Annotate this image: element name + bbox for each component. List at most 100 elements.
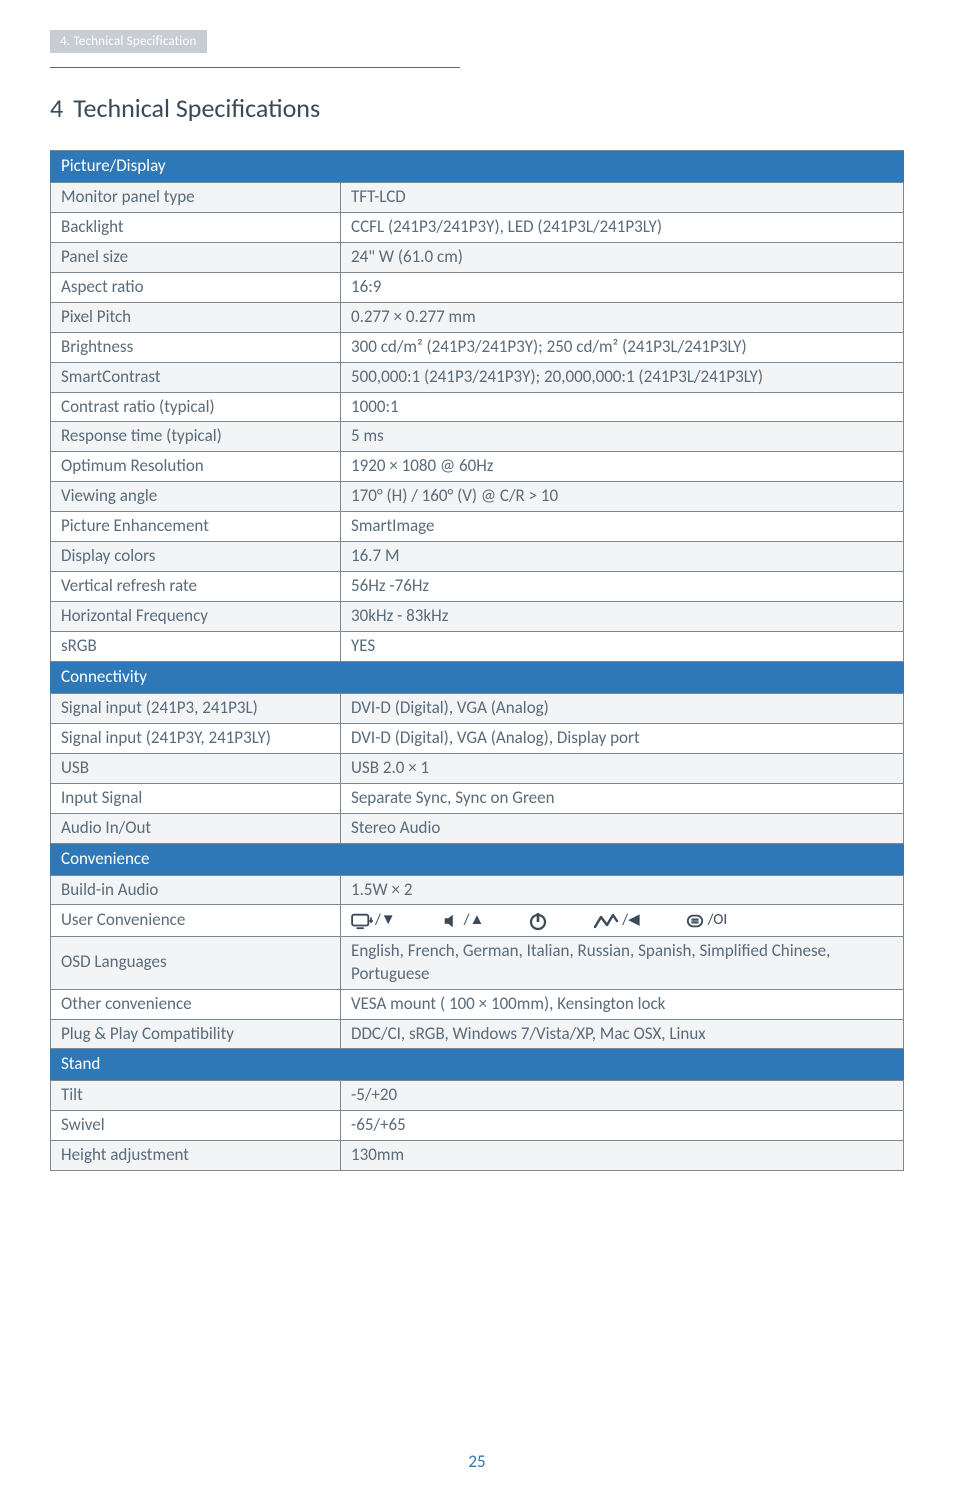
spec-value: /▼/▲/◀/OI	[341, 905, 904, 936]
table-row: User Convenience/▼/▲/◀/OI	[51, 905, 904, 936]
spec-label: Panel size	[51, 242, 341, 272]
spec-value: SmartImage	[341, 512, 904, 542]
spec-label: Brightness	[51, 332, 341, 362]
table-row: OSD LanguagesEnglish, French, German, It…	[51, 936, 904, 989]
table-row: Plug & Play CompatibilityDDC/CI, sRGB, W…	[51, 1019, 904, 1049]
sensor-icon-group: /◀	[592, 910, 639, 930]
table-row: BacklightCCFL (241P3/241P3Y), LED (241P3…	[51, 212, 904, 242]
section-header: Convenience	[51, 843, 904, 875]
spec-label: Swivel	[51, 1111, 341, 1141]
spec-value: 16:9	[341, 272, 904, 302]
spec-value: 1920 × 1080 @ 60Hz	[341, 452, 904, 482]
spec-label: Build-in Audio	[51, 875, 341, 905]
menu-icon	[684, 912, 706, 930]
spec-value: DDC/CI, sRGB, Windows 7/Vista/XP, Mac OS…	[341, 1019, 904, 1049]
spec-label: Plug & Play Compatibility	[51, 1019, 341, 1049]
spec-label: SmartContrast	[51, 362, 341, 392]
table-row: Aspect ratio16:9	[51, 272, 904, 302]
table-row: Signal input (241P3, 241P3L)DVI-D (Digit…	[51, 693, 904, 723]
spec-label: Picture Enhancement	[51, 512, 341, 542]
table-row: Input SignalSeparate Sync, Sync on Green	[51, 783, 904, 813]
spec-label: Viewing angle	[51, 482, 341, 512]
spec-label: Audio In/Out	[51, 813, 341, 843]
volume-icon	[440, 912, 462, 930]
spec-value: DVI-D (Digital), VGA (Analog), Display p…	[341, 723, 904, 753]
heading-text: Technical Specifications	[73, 92, 320, 124]
table-row: sRGBYES	[51, 632, 904, 662]
table-row: USBUSB 2.0 × 1	[51, 753, 904, 783]
table-row: SmartContrast500,000:1 (241P3/241P3Y); 2…	[51, 362, 904, 392]
header-divider	[50, 67, 460, 68]
heading-number: 4	[50, 92, 63, 124]
table-row: Tilt-5/+20	[51, 1081, 904, 1111]
spec-value: 300 cd/m² (241P3/241P3Y); 250 cd/m² (241…	[341, 332, 904, 362]
spec-label: Horizontal Frequency	[51, 602, 341, 632]
table-row: Optimum Resolution1920 × 1080 @ 60Hz	[51, 452, 904, 482]
menu-icon-group: /OI	[684, 910, 728, 930]
spec-value: 1.5W × 2	[341, 875, 904, 905]
icon-suffix: /▲	[464, 910, 485, 930]
spec-label: Pixel Pitch	[51, 302, 341, 332]
breadcrumb: 4. Technical Specification	[50, 30, 207, 53]
spec-value: USB 2.0 × 1	[341, 753, 904, 783]
convenience-icons: /▼/▲/◀/OI	[351, 908, 895, 932]
spec-label: sRGB	[51, 632, 341, 662]
volume-icon-group: /▲	[440, 910, 485, 930]
spec-value: Stereo Audio	[341, 813, 904, 843]
spec-label: Optimum Resolution	[51, 452, 341, 482]
table-row: Viewing angle170° (H) / 160° (V) @ C/R >…	[51, 482, 904, 512]
spec-label: Response time (typical)	[51, 422, 341, 452]
table-row: Picture EnhancementSmartImage	[51, 512, 904, 542]
table-row: Build-in Audio1.5W × 2	[51, 875, 904, 905]
spec-label: Signal input (241P3Y, 241P3LY)	[51, 723, 341, 753]
table-row: Pixel Pitch0.277 × 0.277 mm	[51, 302, 904, 332]
table-row: Panel size24" W (61.0 cm)	[51, 242, 904, 272]
spec-value: DVI-D (Digital), VGA (Analog)	[341, 693, 904, 723]
spec-value: TFT-LCD	[341, 182, 904, 212]
spec-value: YES	[341, 632, 904, 662]
spec-table: Picture/DisplayMonitor panel typeTFT-LCD…	[50, 150, 904, 1171]
table-row: Response time (typical)5 ms	[51, 422, 904, 452]
power-icon	[528, 911, 548, 931]
sensor-icon	[592, 913, 620, 929]
icon-suffix: /OI	[708, 910, 728, 930]
page: 4. Technical Specification 4 Technical Sp…	[0, 0, 954, 1512]
table-row: Other convenienceVESA mount ( 100 × 100m…	[51, 989, 904, 1019]
table-row: Monitor panel typeTFT-LCD	[51, 182, 904, 212]
section-header: Picture/Display	[51, 151, 904, 183]
spec-value: 5 ms	[341, 422, 904, 452]
spec-label: Input Signal	[51, 783, 341, 813]
power-icon-group	[528, 911, 548, 931]
spec-label: User Convenience	[51, 905, 341, 936]
table-row: Height adjustment130mm	[51, 1141, 904, 1171]
table-row: Signal input (241P3Y, 241P3LY)DVI-D (Dig…	[51, 723, 904, 753]
spec-value: 24" W (61.0 cm)	[341, 242, 904, 272]
smartimage-icon	[351, 912, 373, 930]
spec-label: OSD Languages	[51, 936, 341, 989]
spec-value: -65/+65	[341, 1111, 904, 1141]
spec-value: 1000:1	[341, 392, 904, 422]
section-header: Connectivity	[51, 661, 904, 693]
spec-value: VESA mount ( 100 × 100mm), Kensington lo…	[341, 989, 904, 1019]
spec-value: 130mm	[341, 1141, 904, 1171]
table-row: Vertical refresh rate56Hz -76Hz	[51, 572, 904, 602]
spec-label: Backlight	[51, 212, 341, 242]
spec-value: -5/+20	[341, 1081, 904, 1111]
spec-label: Contrast ratio (typical)	[51, 392, 341, 422]
spec-label: Display colors	[51, 542, 341, 572]
page-number: 25	[50, 1451, 904, 1472]
table-row: Contrast ratio (typical)1000:1	[51, 392, 904, 422]
table-row: Display colors16.7 M	[51, 542, 904, 572]
icon-suffix: /◀	[622, 910, 639, 930]
spec-value: 16.7 M	[341, 542, 904, 572]
spec-label: Signal input (241P3, 241P3L)	[51, 693, 341, 723]
spec-label: Height adjustment	[51, 1141, 341, 1171]
spec-value: 56Hz -76Hz	[341, 572, 904, 602]
table-row: Brightness300 cd/m² (241P3/241P3Y); 250 …	[51, 332, 904, 362]
spec-label: Aspect ratio	[51, 272, 341, 302]
spec-label: Vertical refresh rate	[51, 572, 341, 602]
spec-value: English, French, German, Italian, Russia…	[341, 936, 904, 989]
spec-value: 500,000:1 (241P3/241P3Y); 20,000,000:1 (…	[341, 362, 904, 392]
spec-label: Tilt	[51, 1081, 341, 1111]
spec-value: 170° (H) / 160° (V) @ C/R > 10	[341, 482, 904, 512]
